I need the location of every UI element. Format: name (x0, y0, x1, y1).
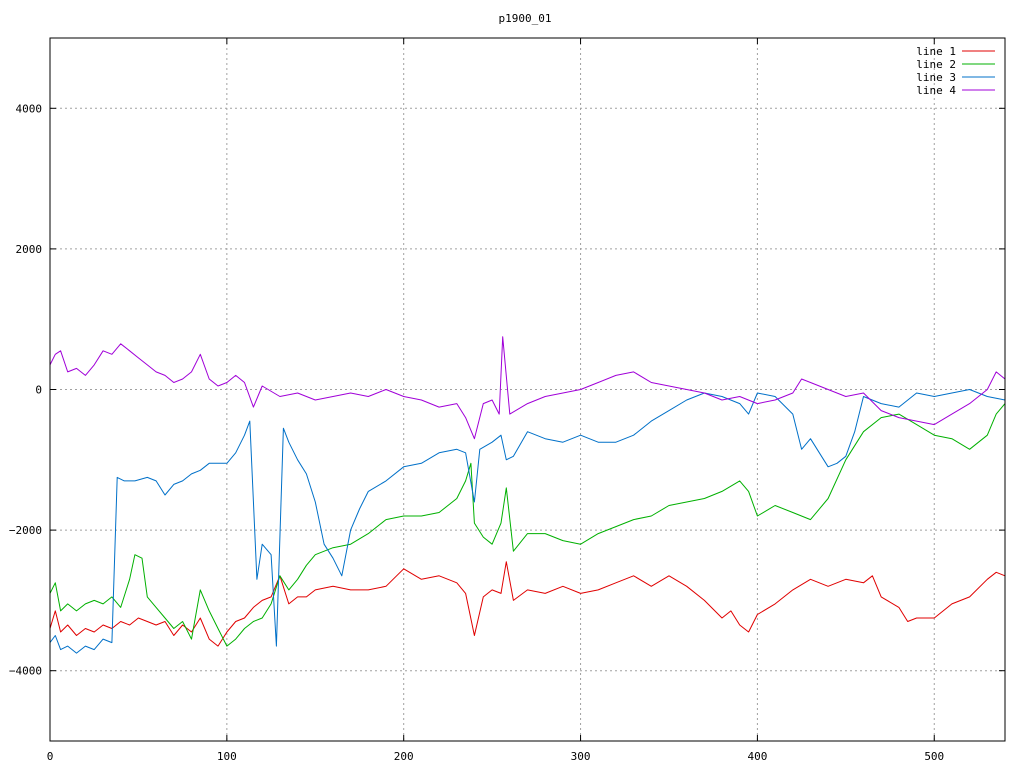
legend-label-1: line 1 (916, 45, 956, 58)
y-tick-label: 0 (35, 384, 42, 397)
series-line-1 (49, 561, 1006, 647)
y-tick-label: −2000 (9, 524, 42, 537)
x-tick-label: 500 (924, 750, 944, 763)
x-tick-label: 0 (47, 750, 54, 763)
chart-title: p1900_01 (499, 12, 552, 25)
axis-ticks: 0 100 200 300 400 500 −4000 −2000 0 2000 4000 (9, 38, 1005, 763)
y-tick-label: −4000 (9, 665, 42, 678)
x-tick-label: 100 (217, 750, 237, 763)
series-group (49, 336, 1006, 654)
legend-label-3: line 3 (916, 71, 956, 84)
x-tick-label: 400 (747, 750, 767, 763)
grid-lines (50, 38, 1005, 741)
y-tick-label: 4000 (16, 102, 43, 115)
series-line-2 (49, 403, 1006, 647)
series-line-4 (49, 336, 1006, 440)
series-line-3 (49, 389, 1006, 654)
legend-label-2: line 2 (916, 58, 956, 71)
legend-label-4: line 4 (916, 84, 956, 97)
x-tick-label: 300 (571, 750, 591, 763)
x-tick-label: 200 (394, 750, 414, 763)
y-tick-label: 2000 (16, 243, 43, 256)
